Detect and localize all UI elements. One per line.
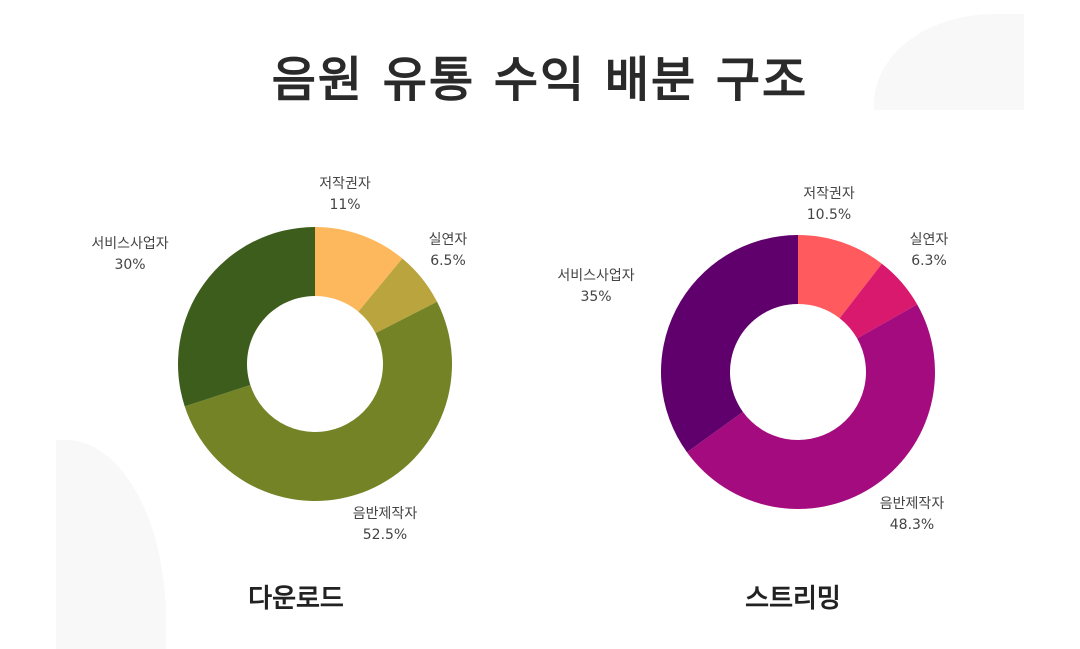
streaming-slice-value-3: 35% <box>580 289 611 305</box>
download-slice-3 <box>178 227 315 407</box>
download-chart-title: 다운로드 <box>248 584 344 614</box>
streaming-slice-label-1: 실연자 <box>910 232 949 248</box>
streaming-slice-3 <box>661 235 798 453</box>
streaming-slice-2 <box>686 304 935 509</box>
download-slice-label-0: 저작권자 <box>319 176 371 192</box>
download-slice-0 <box>315 227 403 312</box>
download-slice-value-0: 11% <box>329 197 360 213</box>
streaming-slice-1 <box>839 263 918 339</box>
streaming-slice-value-0: 10.5% <box>807 207 851 223</box>
download-slice-2 <box>184 301 452 502</box>
streaming-chart-title: 스트리밍 <box>745 584 841 614</box>
streaming-slice-0 <box>798 235 882 319</box>
download-slice-value-3: 30% <box>114 257 145 273</box>
download-slice-label-2: 음반제작자 <box>353 506 418 522</box>
streaming-slice-label-2: 음반제작자 <box>880 496 945 512</box>
streaming-donut-chart: 저작권자 10.5% 실연자 6.3% 음반제작자 48.3% 서비스사업자 35% <box>557 186 949 533</box>
download-slice-1 <box>358 258 438 334</box>
streaming-slice-value-2: 48.3% <box>890 517 934 533</box>
streaming-slice-label-0: 저작권자 <box>803 186 855 202</box>
download-slice-value-2: 52.5% <box>363 527 407 543</box>
download-slice-value-1: 6.5% <box>430 253 466 269</box>
download-donut-chart: 저작권자 11% 실연자 6.5% 음반제작자 52.5% 서비스사업자 30% <box>91 176 468 543</box>
streaming-slice-value-1: 6.3% <box>911 253 947 269</box>
download-slice-label-3: 서비스사업자 <box>91 236 168 252</box>
download-slice-label-1: 실연자 <box>429 232 468 248</box>
page-title: 음원 유통 수익 배분 구조 <box>271 52 809 108</box>
streaming-slice-label-3: 서비스사업자 <box>557 268 634 284</box>
